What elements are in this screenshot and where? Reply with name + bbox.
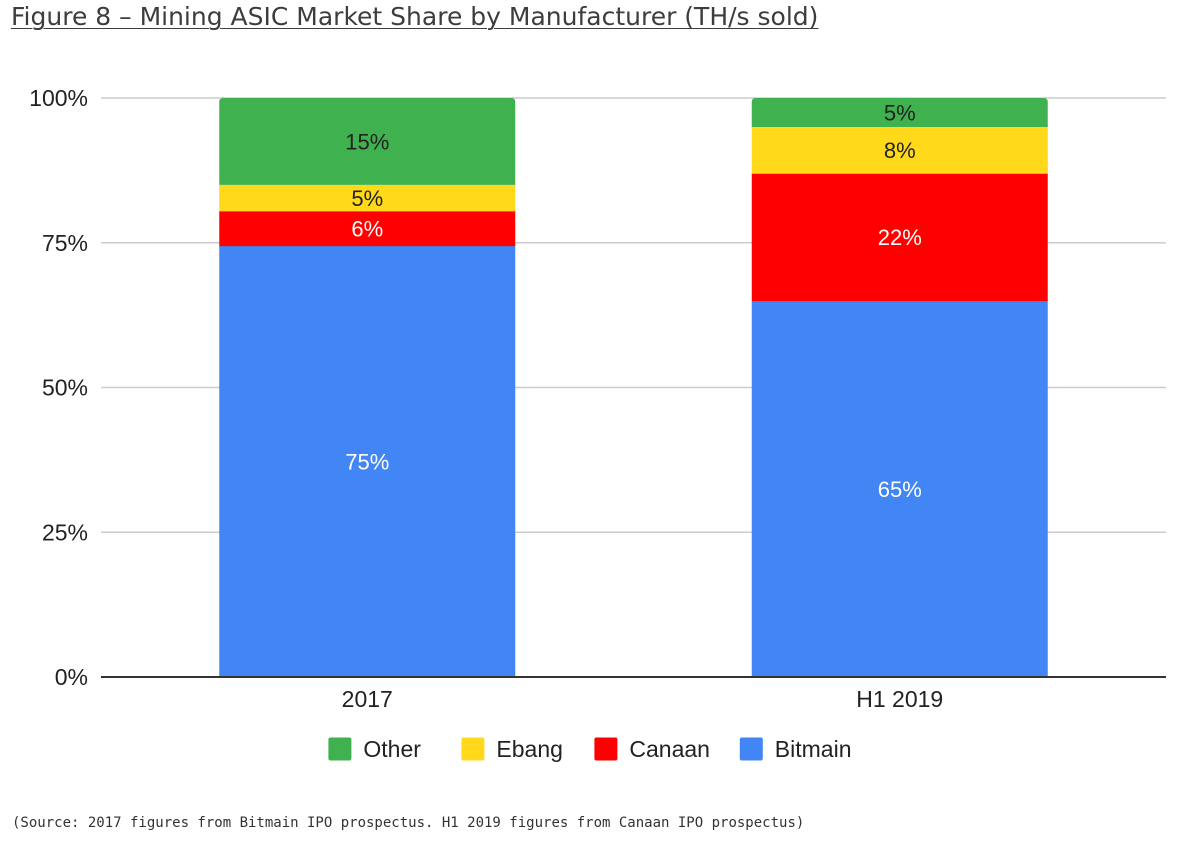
data-label: 6% — [351, 216, 383, 241]
legend-label: Canaan — [629, 736, 710, 762]
legend: Other Ebang Canaan Bitmain — [328, 736, 852, 762]
source-note: (Source: 2017 figures from Bitmain IPO p… — [12, 815, 805, 831]
legend-swatch — [739, 737, 763, 761]
legend-label: Ebang — [496, 736, 563, 762]
bar-segment-bitmain — [751, 300, 1048, 678]
legend-swatch — [594, 737, 618, 761]
bar-segment-canaan — [219, 210, 516, 247]
data-label: 22% — [878, 225, 922, 250]
y-tick-label: 50% — [42, 375, 88, 401]
legend-item-other: Other — [328, 736, 421, 762]
y-tick-label: 100% — [29, 85, 88, 111]
bar-segment-canaan — [751, 173, 1048, 302]
bar-segment-other — [751, 98, 1048, 127]
x-axis-categories: 2017 H1 2019 — [342, 686, 944, 712]
legend-item-canaan: Canaan — [594, 736, 710, 762]
y-axis-ticks: 0% 25% 50% 75% 100% — [29, 85, 88, 690]
legend-item-bitmain: Bitmain — [739, 736, 852, 762]
legend-item-ebang: Ebang — [461, 736, 563, 762]
data-labels: 75% 6% 5% 15% 65% 22% 8% 5% — [345, 100, 922, 501]
x-category-label: H1 2019 — [856, 686, 943, 712]
data-label: 5% — [351, 186, 383, 211]
stacked-bar-chart: 0% 25% 50% 75% 100% 75% 6% 5% 15% 65% 22% 8% 5% 201… — [29, 85, 1166, 762]
legend-swatch — [328, 737, 352, 761]
legend-label: Bitmain — [775, 736, 852, 762]
x-category-label: 2017 — [342, 686, 393, 712]
data-label: 15% — [345, 129, 389, 154]
data-label: 75% — [345, 449, 389, 474]
bar-segment-ebang — [219, 184, 516, 212]
y-tick-label: 75% — [42, 230, 88, 256]
y-tick-label: 25% — [42, 519, 88, 545]
bar-segment-other — [219, 98, 516, 185]
y-tick-label: 0% — [55, 664, 88, 690]
bar-segment-bitmain — [219, 245, 516, 678]
figure-title: Figure 8 – Mining ASIC Market Share by M… — [11, 2, 819, 31]
bar-segment-ebang — [751, 126, 1048, 174]
legend-label: Other — [363, 736, 421, 762]
data-label: 65% — [878, 477, 922, 502]
data-label: 8% — [884, 138, 916, 163]
bars — [219, 98, 1048, 678]
legend-swatch — [461, 737, 485, 761]
data-label: 5% — [884, 100, 916, 125]
